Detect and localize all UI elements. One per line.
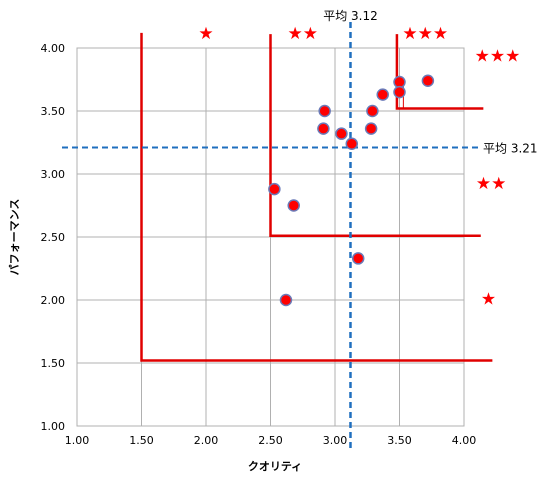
y-tick-label: 1.50 — [41, 357, 66, 370]
data-point — [335, 127, 348, 140]
y-tick-label: 4.00 — [41, 42, 66, 55]
star-annotation: ★★★ — [402, 24, 448, 44]
x-tick-label: 2.00 — [194, 434, 219, 447]
data-point — [366, 104, 379, 118]
star-annotation: ★★★ — [475, 47, 521, 67]
data-point — [279, 293, 293, 307]
tier-lines — [140, 32, 493, 362]
star-annotation: ★ — [198, 24, 213, 44]
y-tick-label: 1.00 — [41, 420, 66, 433]
data-point — [268, 182, 281, 196]
data-point — [421, 74, 435, 88]
x-tick-label: 3.50 — [387, 434, 412, 447]
data-point — [364, 122, 378, 135]
data-point — [393, 85, 406, 99]
y-axis-ticks: 1.00 1.50 2.00 2.50 3.00 3.50 4.00 — [41, 42, 66, 433]
x-tick-label: 4.00 — [452, 434, 477, 447]
x-axis-title: クオリティ — [248, 460, 302, 473]
data-point — [317, 122, 330, 135]
y-tick-label: 3.00 — [41, 168, 66, 181]
x-tick-label: 2.50 — [258, 434, 283, 447]
average-lines: 平均 3.12 平均 3.21 — [62, 9, 538, 452]
data-point — [351, 252, 365, 265]
y-axis-title: パフォーマンス — [8, 199, 21, 276]
star-annotations: ★ ★★ ★★★★★★★★★ — [198, 24, 520, 310]
star-annotation: ★ — [481, 290, 496, 310]
tier-line — [395, 34, 484, 110]
x-axis-ticks: 1.00 1.50 2.00 2.50 3.00 3.50 4.00 — [65, 434, 477, 447]
x-tick-label: 3.00 — [323, 434, 348, 447]
x-tick-label: 1.50 — [129, 434, 154, 447]
tier-line — [269, 34, 481, 237]
data-point — [345, 137, 359, 151]
y-tick-label: 3.50 — [41, 105, 66, 118]
x-tick-label: 1.00 — [65, 434, 90, 447]
data-points — [268, 74, 435, 307]
average-y-label: 平均 3.21 — [483, 142, 538, 156]
star-annotation: ★★ — [288, 24, 318, 44]
y-tick-label: 2.50 — [41, 231, 66, 244]
data-point — [318, 104, 331, 118]
y-tick-label: 2.00 — [41, 294, 66, 307]
tier-line — [140, 32, 493, 362]
average-x-label: 平均 3.12 — [323, 9, 378, 23]
data-point — [376, 88, 389, 101]
data-point — [287, 199, 300, 212]
star-annotation: ★★ — [476, 174, 506, 194]
